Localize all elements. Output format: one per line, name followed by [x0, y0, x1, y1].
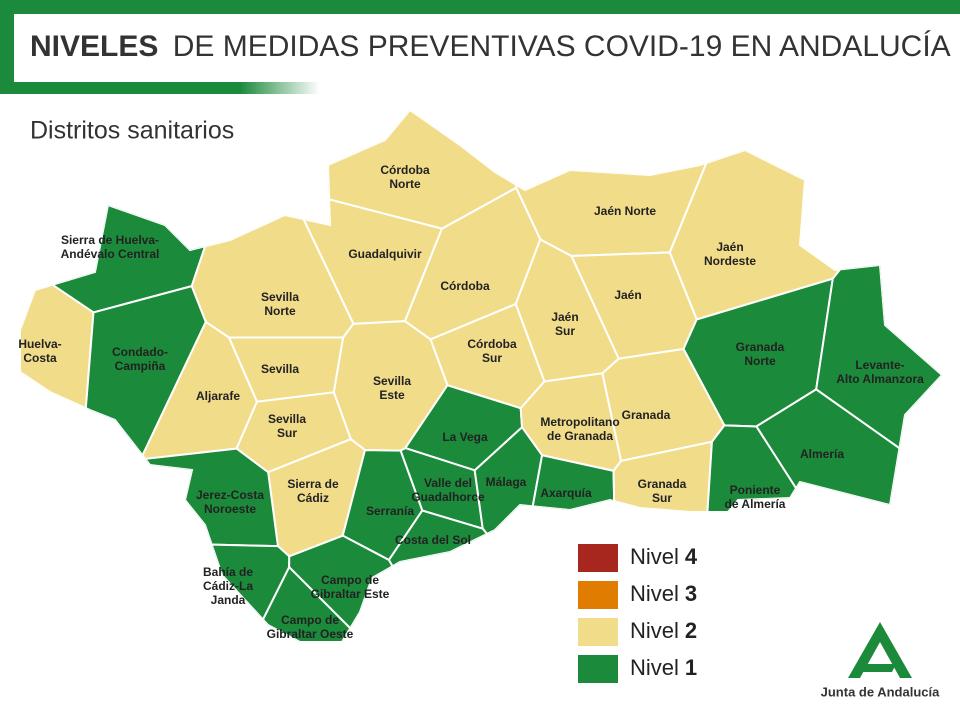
legend-swatch	[578, 544, 618, 572]
district-label: Gibraltar Este	[311, 587, 390, 601]
district-label: Levante-	[855, 358, 904, 372]
district-label: Serranía	[366, 504, 414, 518]
district-label: Jaén Norte	[594, 204, 656, 218]
district-label: Gibraltar Oeste	[267, 627, 354, 641]
district-label: Costa del Sol	[395, 533, 471, 547]
district-label: Noroeste	[204, 502, 256, 516]
district-label: Bahía de	[203, 565, 253, 579]
top-stripe	[0, 0, 960, 14]
district-label: Cádiz-La	[203, 579, 253, 593]
district-label: Sevilla	[261, 362, 299, 376]
district-label: Granada	[622, 408, 671, 422]
legend-text: Nivel 1	[630, 655, 697, 680]
district-label: Aljarafe	[196, 389, 240, 403]
district-label: Poniente	[730, 483, 781, 497]
district-label: Córdoba	[467, 337, 517, 351]
district-label: Granada	[638, 477, 687, 491]
district-label: Sur	[277, 426, 297, 440]
district-label: Campo de	[321, 573, 379, 587]
logo: Junta de Andalucía	[821, 622, 940, 699]
district-label: Huelva-	[18, 337, 61, 351]
district-label: Jaén	[716, 240, 743, 254]
district-label: Málaga	[486, 475, 527, 489]
district-label: Norte	[264, 304, 296, 318]
district-label: Córdoba	[380, 163, 430, 177]
subtitle: Distritos sanitarios	[30, 117, 234, 145]
legend-label: Nivel	[630, 581, 679, 606]
legend-swatch	[578, 655, 618, 683]
district-label: Jaén	[614, 288, 641, 302]
legend-text: Nivel 4	[630, 544, 698, 569]
district-label: Valle del	[424, 476, 472, 490]
district-area	[211, 565, 445, 642]
district-label: Jaén	[551, 310, 578, 324]
district-label: Sevilla	[261, 290, 299, 304]
district-label: Campiña	[115, 359, 166, 373]
legend-swatch	[578, 618, 618, 646]
district-label: Metropolitano	[540, 415, 619, 429]
district-label: La Vega	[442, 430, 488, 444]
district-label: de Almería	[725, 497, 786, 511]
district-label: de Granada	[547, 429, 613, 443]
header-edge	[0, 14, 14, 84]
district-label: Sur	[482, 351, 502, 365]
district-label: Andévalo Central	[61, 247, 160, 261]
district-label: Sierra de	[287, 477, 339, 491]
district-label: Sevilla	[373, 374, 411, 388]
legend-level: 1	[685, 655, 697, 680]
legend-label: Nivel	[630, 544, 679, 569]
legend-level: 4	[685, 544, 698, 569]
district-label: Sevilla	[268, 412, 306, 426]
legend-level: 3	[685, 581, 697, 606]
district-label: Nordeste	[704, 254, 756, 268]
district-label: Norte	[744, 354, 776, 368]
district-label: Costa	[23, 351, 57, 365]
district-label: Sur	[652, 491, 672, 505]
title-rest: DE MEDIDAS PREVENTIVAS COVID-19 EN ANDAL…	[173, 30, 951, 63]
legend-text: Nivel 2	[630, 618, 697, 643]
district-label: Córdoba	[440, 279, 490, 293]
district-label: Condado-	[112, 345, 168, 359]
header-underline	[0, 82, 320, 94]
logo-text: Junta de Andalucía	[821, 684, 940, 699]
district-label: Guadalquivir	[348, 247, 422, 261]
district-label: Guadalhorce	[411, 490, 485, 504]
logo-bar	[858, 664, 896, 672]
legend-label: Nivel	[630, 618, 679, 643]
legend-text: Nivel 3	[630, 581, 697, 606]
district-label: Granada	[736, 340, 785, 354]
title: NIVELES DE MEDIDAS PREVENTIVAS COVID-19 …	[30, 30, 951, 63]
legend-level: 2	[685, 618, 697, 643]
district-label: Janda	[211, 593, 246, 607]
district-label: Este	[379, 388, 405, 402]
district-label: Axarquía	[540, 486, 592, 500]
district-label: Cádiz	[297, 491, 329, 505]
title-bold: NIVELES	[30, 30, 158, 63]
region-outline	[20, 110, 942, 642]
district-label: Alto Almanzora	[836, 372, 924, 386]
district-label: Campo de	[281, 613, 339, 627]
region-layer	[20, 110, 942, 642]
district-label: Almería	[800, 447, 844, 461]
district-label: Sierra de Huelva-	[61, 233, 159, 247]
district-label: Jerez-Costa	[196, 488, 264, 502]
district-label: Norte	[389, 177, 421, 191]
district-label: Sur	[555, 324, 575, 338]
legend-swatch	[578, 581, 618, 609]
legend-label: Nivel	[630, 655, 679, 680]
